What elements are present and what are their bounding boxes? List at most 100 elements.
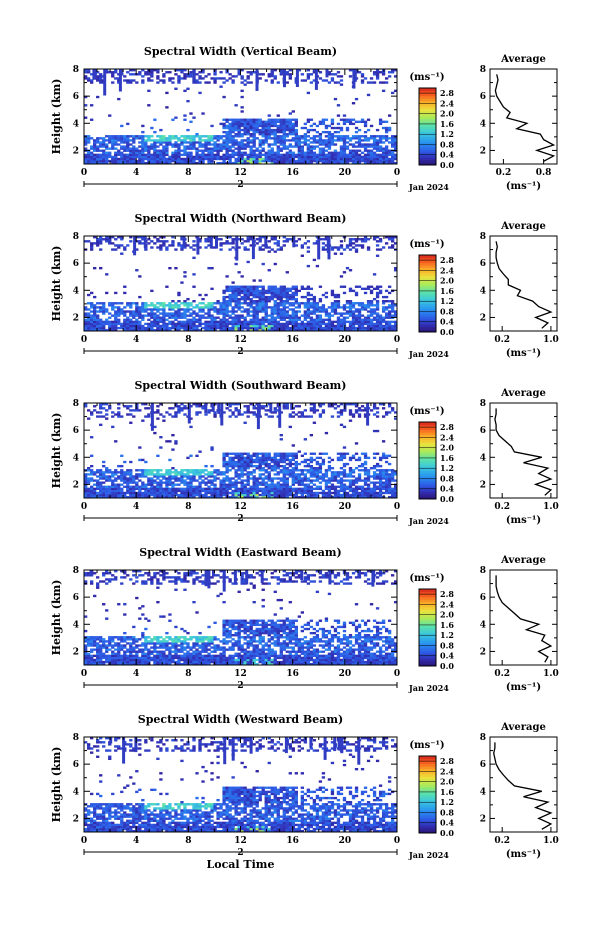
- heatmap-cell: [295, 302, 298, 304]
- heatmap-cell: [355, 131, 358, 133]
- heatmap-cell: [349, 288, 352, 290]
- heatmap-cell: [177, 409, 180, 411]
- heatmap-cell: [171, 407, 174, 409]
- heatmap-cell: [177, 494, 180, 496]
- heatmap-cell: [286, 325, 289, 327]
- heatmap-cell: [201, 481, 204, 483]
- heatmap-cell: [277, 129, 280, 131]
- heatmap-cell: [105, 238, 108, 240]
- heatmap-cell: [244, 405, 247, 407]
- heatmap-cell: [237, 135, 240, 137]
- heatmap-cell: [256, 131, 259, 133]
- heatmap-cell: [168, 304, 171, 306]
- heatmap-cell: [391, 158, 394, 160]
- heatmap-cell: [337, 158, 340, 160]
- heatmap-cell: [286, 473, 289, 475]
- heatmap-cell: [87, 477, 90, 479]
- heatmap-cell: [253, 484, 256, 486]
- heatmap-cell: [328, 137, 331, 139]
- heatmap-cell: [268, 463, 271, 465]
- heatmap-cell: [93, 267, 96, 269]
- heatmap-cell: [277, 304, 280, 306]
- heatmap-cell: [141, 481, 144, 483]
- heatmap-cell: [138, 152, 141, 154]
- heatmap-cell: [144, 490, 147, 492]
- heatmap-cell: [289, 160, 292, 162]
- colorbar-segment: [419, 273, 436, 276]
- heatmap-cell: [228, 139, 231, 141]
- heatmap-cell: [334, 308, 337, 310]
- heatmap-cell: [292, 312, 295, 314]
- heatmap-cell: [219, 310, 222, 312]
- heatmap-cell: [289, 131, 292, 133]
- heatmap-streak: [215, 236, 218, 249]
- heatmap-cell: [295, 119, 298, 121]
- heatmap-cell: [189, 112, 192, 114]
- heatmap-cell: [376, 321, 379, 323]
- heatmap-cell: [96, 479, 99, 481]
- heatmap-cell: [241, 290, 244, 292]
- heatmap-cell: [204, 325, 207, 327]
- heatmap-cell: [280, 434, 283, 436]
- heatmap-cell: [120, 492, 123, 494]
- heatmap-cell: [180, 492, 183, 494]
- heatmap-cell: [256, 490, 259, 492]
- heatmap-cell: [210, 494, 213, 496]
- heatmap-cell: [234, 319, 237, 321]
- heatmap-cell: [186, 141, 189, 143]
- heatmap-cell: [135, 312, 138, 314]
- heatmap-cell: [165, 471, 168, 473]
- heatmap-cell: [367, 314, 370, 316]
- heatmap-cell: [105, 158, 108, 160]
- heatmap-cell: [343, 114, 346, 116]
- heatmap-cell: [228, 290, 231, 292]
- colorbar-segment: [419, 98, 436, 101]
- heatmap-cell: [331, 141, 334, 143]
- heatmap-cell: [289, 327, 292, 329]
- heatmap-cell: [162, 325, 165, 327]
- heatmap-cell: [186, 310, 189, 312]
- heatmap-cell: [177, 139, 180, 141]
- heatmap-cell: [262, 123, 265, 125]
- heatmap-cell: [256, 465, 259, 467]
- heatmap-cell: [349, 75, 352, 77]
- heatmap-cell: [135, 469, 138, 471]
- heatmap-cell: [391, 139, 394, 141]
- heatmap-cell: [250, 133, 253, 135]
- heatmap-cell: [388, 323, 391, 325]
- heatmap-cell: [262, 300, 265, 302]
- heatmap-cell: [192, 156, 195, 158]
- heatmap-cell: [129, 461, 132, 463]
- heatmap-cell: [379, 139, 382, 141]
- heatmap-cell: [280, 455, 283, 457]
- heatmap-cell: [117, 158, 120, 160]
- heatmap-cell: [376, 75, 379, 77]
- heatmap-cell: [186, 323, 189, 325]
- heatmap-cell: [129, 323, 132, 325]
- heatmap-cell: [123, 314, 126, 316]
- heatmap-cell: [295, 160, 298, 162]
- heatmap-cell: [99, 327, 102, 329]
- heatmap-cell: [222, 119, 225, 121]
- heatmap-cell: [283, 459, 286, 461]
- heatmap-cell: [391, 246, 394, 248]
- heatmap-cell: [231, 461, 234, 463]
- heatmap-cell: [343, 137, 346, 139]
- heatmap-cell: [292, 308, 295, 310]
- heatmap-cell: [93, 409, 96, 411]
- heatmap-cell: [219, 479, 222, 481]
- heatmap-cell: [256, 314, 259, 316]
- heatmap-cell: [373, 152, 376, 154]
- heatmap-cell: [132, 321, 135, 323]
- heatmap-cell: [322, 327, 325, 329]
- heatmap-cell: [105, 308, 108, 310]
- heatmap-cell: [228, 415, 231, 417]
- colorbar-segment: [419, 147, 436, 150]
- heatmap-cell: [304, 154, 307, 156]
- heatmap-cell: [379, 286, 382, 288]
- heatmap-cell: [123, 135, 126, 137]
- heatmap-cell: [159, 154, 162, 156]
- heatmap-cell: [87, 312, 90, 314]
- heatmap-cell: [183, 145, 186, 147]
- heatmap-cell: [319, 156, 322, 158]
